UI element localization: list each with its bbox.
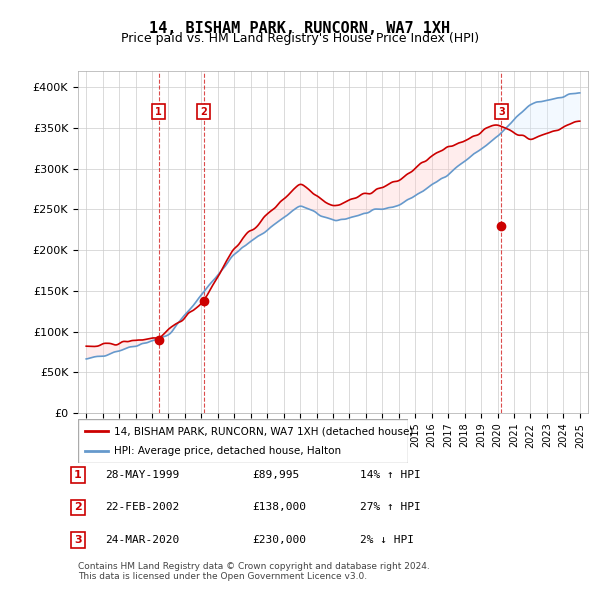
Text: 28-MAY-1999: 28-MAY-1999 xyxy=(105,470,179,480)
Text: Price paid vs. HM Land Registry's House Price Index (HPI): Price paid vs. HM Land Registry's House … xyxy=(121,32,479,45)
Text: HPI: Average price, detached house, Halton: HPI: Average price, detached house, Halt… xyxy=(115,446,341,455)
Text: Contains HM Land Registry data © Crown copyright and database right 2024.
This d: Contains HM Land Registry data © Crown c… xyxy=(78,562,430,581)
Text: 14% ↑ HPI: 14% ↑ HPI xyxy=(360,470,421,480)
Text: 2: 2 xyxy=(74,503,82,512)
Text: £138,000: £138,000 xyxy=(252,503,306,512)
Text: £89,995: £89,995 xyxy=(252,470,299,480)
Text: 14, BISHAM PARK, RUNCORN, WA7 1XH (detached house): 14, BISHAM PARK, RUNCORN, WA7 1XH (detac… xyxy=(115,427,413,436)
Text: £230,000: £230,000 xyxy=(252,535,306,545)
Text: 22-FEB-2002: 22-FEB-2002 xyxy=(105,503,179,512)
Text: 27% ↑ HPI: 27% ↑ HPI xyxy=(360,503,421,512)
Text: 24-MAR-2020: 24-MAR-2020 xyxy=(105,535,179,545)
Text: 14, BISHAM PARK, RUNCORN, WA7 1XH: 14, BISHAM PARK, RUNCORN, WA7 1XH xyxy=(149,21,451,35)
Text: 3: 3 xyxy=(74,535,82,545)
Text: 3: 3 xyxy=(498,107,505,117)
Text: 2: 2 xyxy=(200,107,207,117)
FancyBboxPatch shape xyxy=(78,419,408,463)
Text: 2% ↓ HPI: 2% ↓ HPI xyxy=(360,535,414,545)
Text: 1: 1 xyxy=(74,470,82,480)
Text: 1: 1 xyxy=(155,107,162,117)
